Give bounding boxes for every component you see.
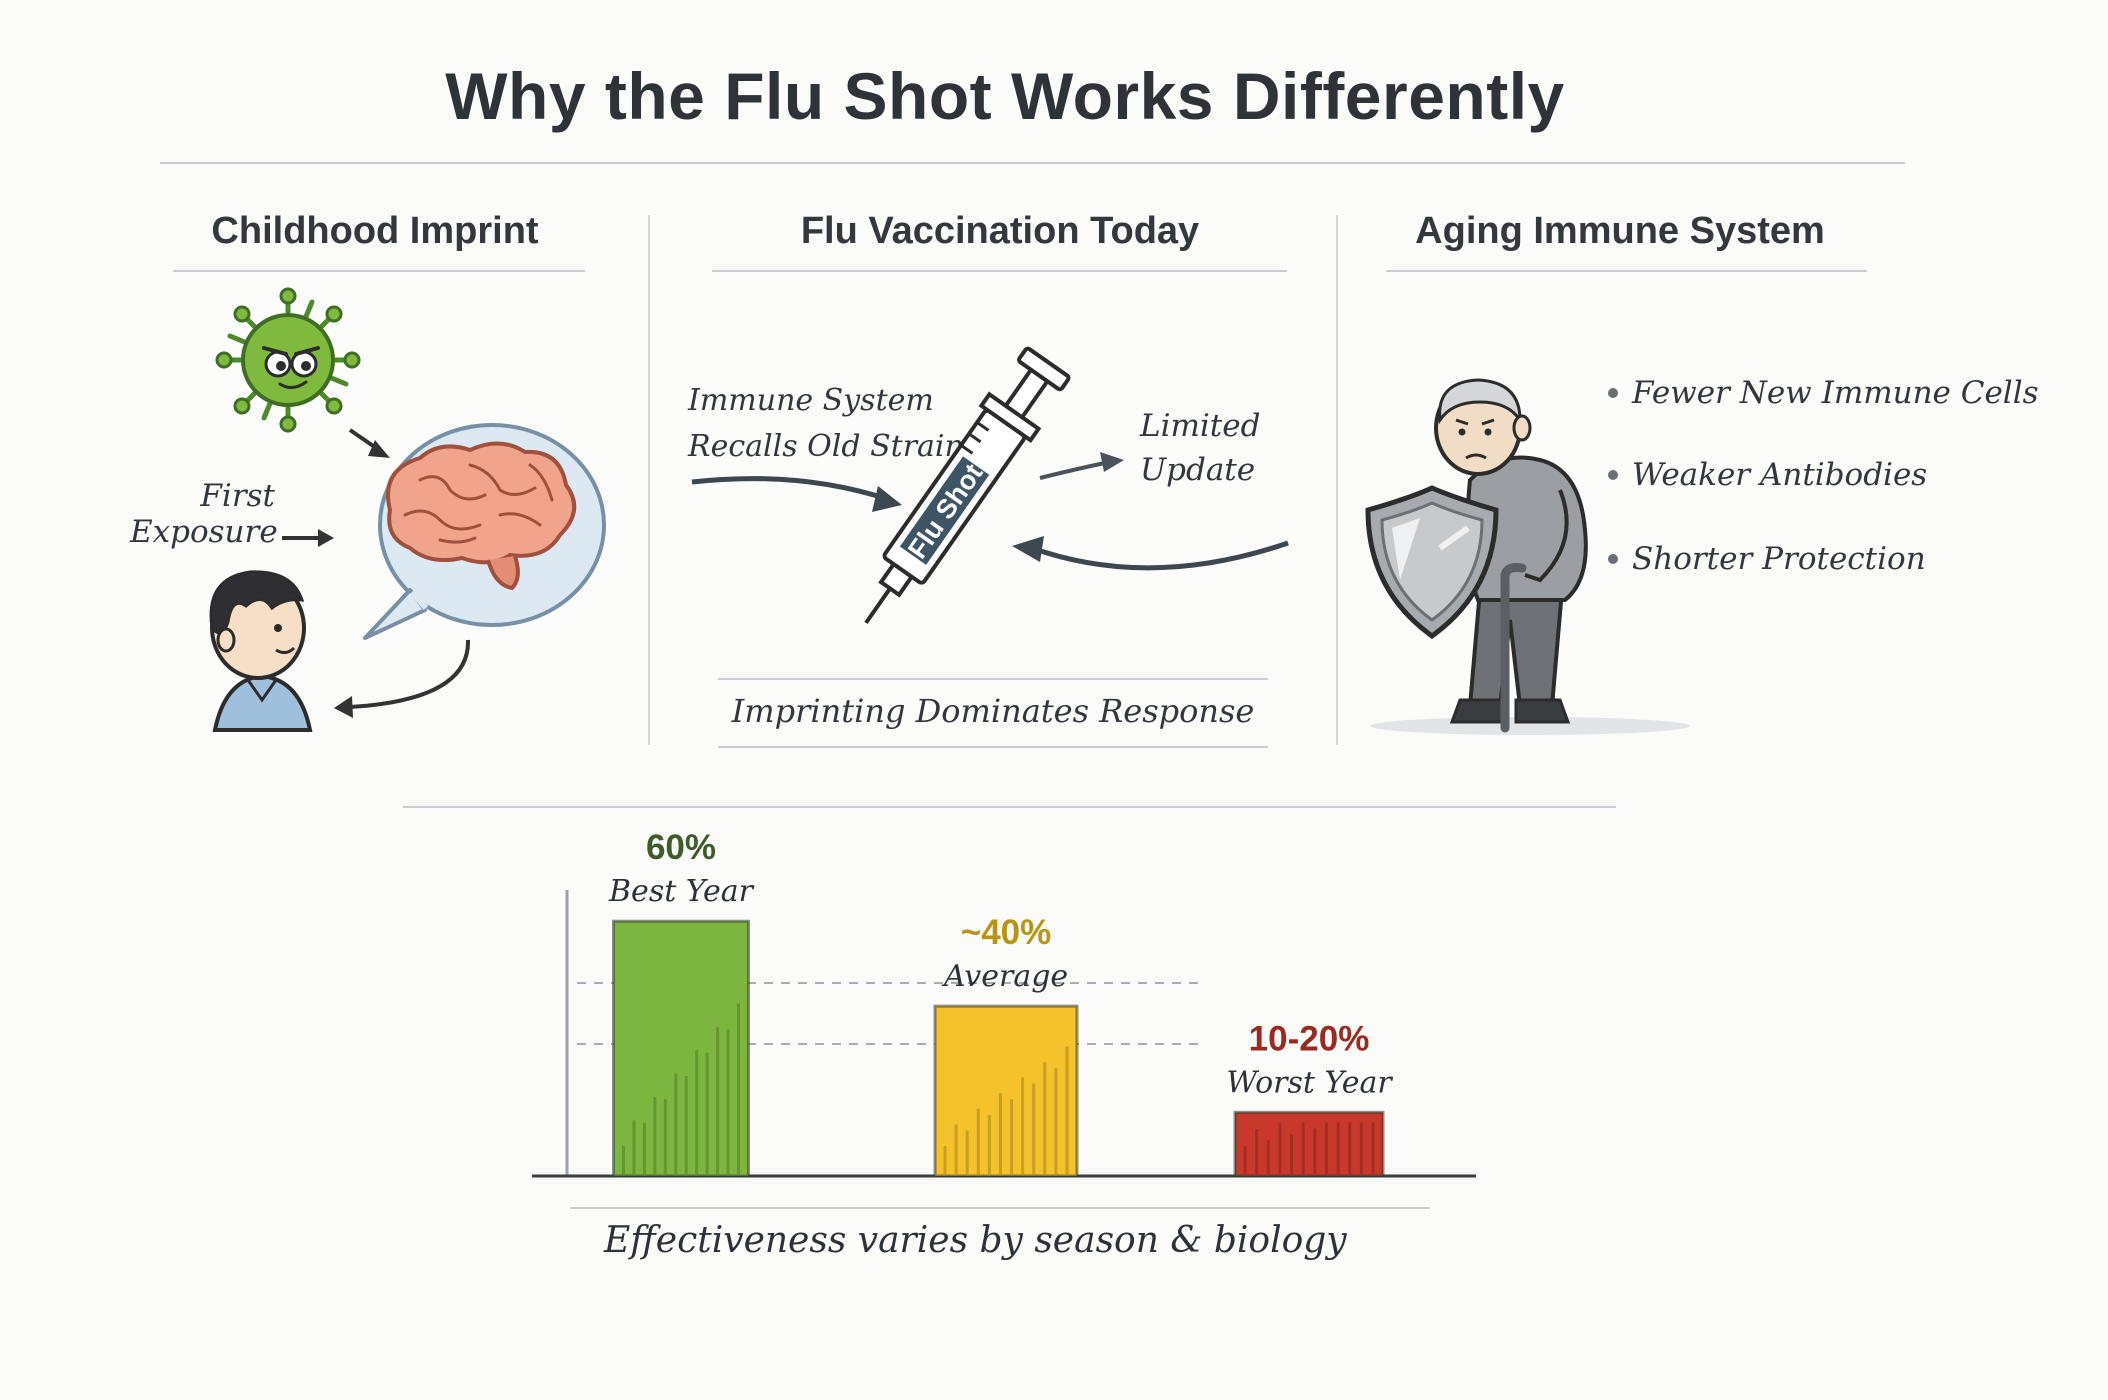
aging-bullet-list: Fewer New Immune Cells Weaker Antibodies… xyxy=(1608,370,2039,582)
recall-label: Immune System Recalls Old Strain xyxy=(688,378,964,470)
virus-icon xyxy=(215,287,361,433)
recall-to-child-arrow xyxy=(349,639,471,709)
title-divider xyxy=(160,162,1905,164)
first-exposure-line1: First xyxy=(200,478,275,514)
bullet-text: Shorter Protection xyxy=(1632,541,1926,577)
bullet-item: Shorter Protection xyxy=(1608,536,2039,582)
imprinting-footer: Imprinting Dominates Response xyxy=(731,692,1255,730)
bar-value-label: ~40% xyxy=(961,913,1052,952)
chart-top-divider xyxy=(403,806,1616,808)
imprinting-bottom-rule xyxy=(718,746,1268,748)
first-exposure-line2: Exposure xyxy=(130,514,278,550)
bar-3 xyxy=(1233,1110,1385,1178)
bar-2 xyxy=(933,1004,1079,1178)
page-title: Why the Flu Shot Works Differently xyxy=(445,59,1565,133)
brain-icon xyxy=(386,441,577,591)
bullet-text: Weaker Antibodies xyxy=(1632,457,1928,493)
bullet-text: Fewer New Immune Cells xyxy=(1632,375,2039,411)
bar-category-label: Worst Year xyxy=(1226,1065,1393,1100)
recall-label-line2: Recalls Old Strain xyxy=(688,429,964,464)
first-exposure-label: First Exposure xyxy=(130,478,278,550)
caption-rule xyxy=(570,1207,1430,1209)
bullet-dot xyxy=(1608,554,1618,564)
bar-category-label: Average xyxy=(941,959,1068,994)
column-divider-right xyxy=(1336,215,1338,745)
bullet-dot xyxy=(1608,470,1618,480)
recall-label-line1: Immune System xyxy=(688,383,934,418)
bar-1 xyxy=(612,919,750,1178)
aging-immune-title: Aging Immune System xyxy=(1415,210,1825,252)
imprinting-top-rule xyxy=(718,678,1268,680)
limited-update-line2: Update xyxy=(1140,452,1256,488)
bar-value-label: 10-20% xyxy=(1249,1019,1370,1058)
bar-value-label: 60% xyxy=(646,828,716,867)
bar-category-label: Best Year xyxy=(608,874,755,909)
return-arrow xyxy=(1031,540,1289,571)
chart-caption: Effectiveness varies by season & biology xyxy=(604,1220,1347,1261)
bullet-dot xyxy=(1608,388,1618,398)
childhood-title-underline xyxy=(173,270,585,272)
shield-icon xyxy=(1365,485,1499,640)
bullet-item: Fewer New Immune Cells xyxy=(1608,370,2039,416)
vaccination-title-underline xyxy=(712,270,1287,272)
aging-title-underline xyxy=(1386,270,1867,272)
limited-update-label: Limited Update xyxy=(1140,404,1260,492)
syringe-icon: Flu Shot xyxy=(864,346,1071,625)
recall-arrow xyxy=(691,476,891,503)
flu-vaccination-title: Flu Vaccination Today xyxy=(800,210,1200,252)
shadow xyxy=(1370,717,1690,735)
column-divider-left xyxy=(648,215,650,745)
childhood-imprint-title: Childhood Imprint xyxy=(211,210,539,252)
bullet-item: Weaker Antibodies xyxy=(1608,452,2039,498)
limited-update-line1: Limited xyxy=(1140,408,1261,444)
child-icon xyxy=(209,570,313,732)
